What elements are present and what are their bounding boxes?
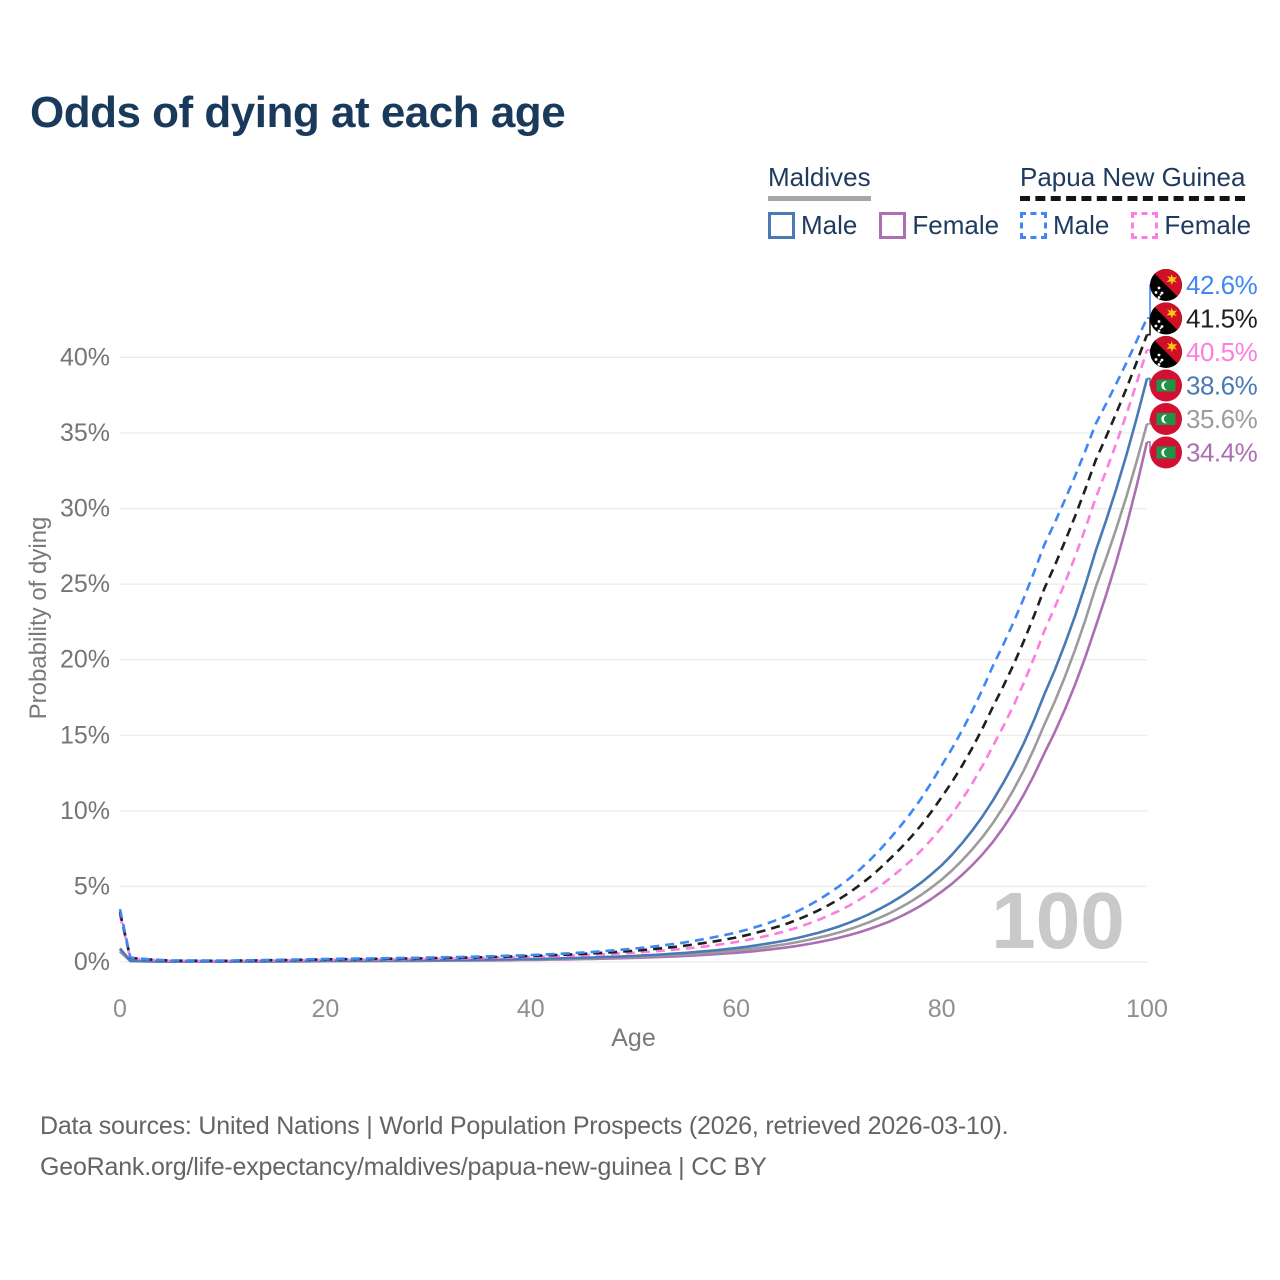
end-value-label-png-male: 42.6% bbox=[1186, 270, 1258, 300]
x-tick-label: 20 bbox=[311, 995, 339, 1023]
x-axis-title: Age bbox=[611, 1024, 655, 1052]
footer: Data sources: United Nations | World Pop… bbox=[40, 1106, 1009, 1188]
end-value-label-png-female: 40.5% bbox=[1186, 337, 1258, 367]
y-tick-label: 20% bbox=[60, 646, 110, 674]
legend-item-maldives-female[interactable]: Female bbox=[879, 210, 999, 241]
legend-group-maldives: Maldives Male Female bbox=[768, 162, 999, 241]
page-title: Odds of dying at each age bbox=[30, 88, 566, 137]
series-line-png-male bbox=[118, 317, 1149, 962]
maldives-flag-icon bbox=[1150, 436, 1182, 469]
legend-item-label: Female bbox=[1164, 210, 1252, 240]
series-line-mdv-male bbox=[118, 378, 1149, 963]
x-tick-label: 0 bbox=[113, 995, 127, 1023]
legend-item-png-female[interactable]: Female bbox=[1131, 210, 1251, 241]
end-value-label-mdv-male: 38.6% bbox=[1186, 371, 1258, 401]
maldives-flag-icon bbox=[1150, 369, 1182, 402]
png-male-swatch-icon bbox=[1020, 212, 1047, 239]
y-tick-label: 0% bbox=[74, 948, 110, 976]
legend-group-title-papua-new-guinea[interactable]: Papua New Guinea bbox=[1020, 162, 1246, 201]
end-value-label-png-all: 41.5% bbox=[1186, 304, 1258, 334]
end-value-label-mdv-female: 34.4% bbox=[1186, 438, 1258, 468]
y-tick-label: 35% bbox=[60, 419, 110, 447]
footer-attribution: GeoRank.org/life-expectancy/maldives/pap… bbox=[40, 1153, 767, 1181]
maldives-male-swatch-icon bbox=[768, 212, 795, 239]
x-tick-label: 100 bbox=[1126, 995, 1168, 1023]
legend-group-papua-new-guinea: Papua New Guinea Male Female bbox=[1020, 162, 1251, 241]
legend-item-label: Female bbox=[912, 210, 1000, 240]
maldives-female-swatch-icon bbox=[879, 212, 907, 239]
y-tick-label: 30% bbox=[60, 495, 110, 523]
maldives-flag-icon bbox=[1150, 403, 1182, 435]
y-tick-label: 10% bbox=[60, 797, 110, 825]
footer-data-sources: Data sources: United Nations | World Pop… bbox=[40, 1112, 1009, 1140]
x-tick-label: 40 bbox=[517, 995, 545, 1023]
papua-new-guinea-flag-icon bbox=[1150, 302, 1182, 335]
legend-item-label: Male bbox=[801, 210, 858, 240]
papua-new-guinea-flag-icon bbox=[1150, 269, 1182, 301]
hover-age-indicator: 100 bbox=[991, 876, 1124, 965]
legend-item-label: Male bbox=[1053, 210, 1110, 240]
y-tick-label: 25% bbox=[60, 570, 110, 598]
y-axis-title: Probability of dying bbox=[25, 517, 52, 720]
x-tick-label: 60 bbox=[722, 995, 750, 1023]
papua-new-guinea-flag-icon bbox=[1150, 336, 1182, 368]
legend-item-png-male[interactable]: Male bbox=[1020, 210, 1109, 241]
series-line-png-all bbox=[118, 334, 1149, 963]
end-value-label-mdv-all: 35.6% bbox=[1186, 404, 1258, 434]
series-line-png-female bbox=[118, 349, 1149, 963]
legend-group-title-maldives[interactable]: Maldives bbox=[768, 162, 871, 201]
png-female-swatch-icon bbox=[1131, 212, 1159, 239]
x-tick-label: 80 bbox=[928, 995, 956, 1023]
y-tick-label: 15% bbox=[60, 721, 110, 749]
y-tick-label: 5% bbox=[74, 872, 110, 900]
legend-item-maldives-male[interactable]: Male bbox=[768, 210, 857, 241]
y-tick-label: 40% bbox=[60, 343, 110, 371]
